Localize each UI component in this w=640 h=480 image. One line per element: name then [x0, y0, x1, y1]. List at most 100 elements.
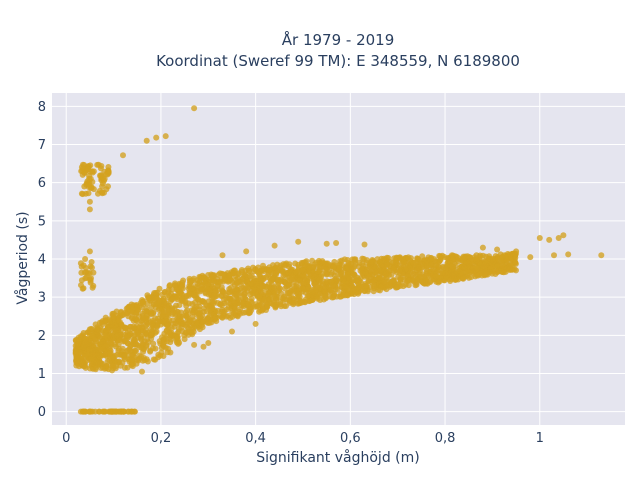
scatter-point — [210, 300, 217, 307]
scatter-point — [148, 310, 155, 317]
scatter-point — [328, 278, 335, 285]
scatter-point — [330, 263, 337, 270]
scatter-point — [291, 288, 298, 295]
scatter-point — [261, 296, 268, 303]
scatter-point — [300, 273, 307, 280]
scatter-point — [231, 303, 238, 310]
scatter-point — [278, 266, 285, 273]
scatter-point — [258, 290, 265, 297]
y-tick-label: 4 — [38, 253, 46, 268]
scatter-point — [256, 271, 263, 278]
scatter-point — [400, 283, 407, 290]
scatter-point — [229, 308, 236, 315]
scatter-point — [361, 241, 368, 248]
scatter-point — [337, 271, 344, 278]
scatter-point — [97, 165, 104, 172]
scatter-point — [251, 268, 258, 275]
scatter-point — [229, 313, 236, 320]
x-axis-title: Signifikant våghöjd (m) — [256, 449, 419, 466]
scatter-point — [191, 307, 198, 314]
scatter-point — [479, 244, 486, 251]
scatter-point — [203, 277, 210, 284]
scatter-point — [396, 254, 403, 261]
scatter-point — [82, 339, 89, 346]
scatter-point — [127, 342, 134, 349]
scatter-point — [228, 284, 234, 291]
scatter-point — [87, 365, 94, 372]
scatter-point — [87, 332, 93, 339]
scatter-point — [164, 321, 171, 328]
scatter-point — [99, 189, 105, 196]
scatter-point — [143, 137, 150, 144]
scatter-point — [251, 281, 258, 287]
scatter-point — [109, 310, 116, 317]
scatter-point — [455, 255, 462, 261]
scatter-point — [376, 275, 383, 282]
scatter-point — [260, 306, 266, 313]
scatter-point — [140, 315, 147, 322]
scatter-point — [281, 303, 288, 309]
y-tick-label: 7 — [38, 138, 46, 153]
scatter-point — [465, 274, 472, 281]
scatter-point — [162, 133, 169, 140]
scatter-point — [383, 262, 390, 269]
scatter-point — [145, 294, 152, 301]
scatter-point — [232, 287, 239, 294]
scatter-point — [188, 278, 195, 285]
scatter-point — [406, 277, 413, 284]
scatter-point — [212, 287, 219, 294]
scatter-point — [211, 278, 217, 285]
scatter-point — [482, 269, 489, 275]
scatter-point — [469, 268, 476, 275]
scatter-point — [311, 280, 318, 287]
scatter-point — [256, 280, 263, 287]
scatter-point — [259, 284, 266, 291]
scatter-point — [186, 316, 193, 323]
scatter-point — [122, 325, 129, 332]
scatter-point — [512, 259, 519, 266]
scatter-point — [173, 286, 180, 293]
scatter-point — [169, 317, 176, 324]
scatter-point — [449, 263, 456, 270]
scatter-point — [101, 332, 108, 339]
scatter-point — [136, 355, 143, 362]
scatter-point — [82, 363, 88, 370]
scatter-point — [205, 340, 212, 346]
scatter-point — [390, 265, 397, 272]
scatter-point — [208, 319, 215, 326]
scatter-point — [442, 270, 449, 277]
scatter-point — [362, 281, 369, 287]
scatter-point — [122, 309, 128, 316]
scatter-point — [103, 338, 110, 345]
scatter-point — [371, 263, 378, 270]
scatter-point — [513, 248, 520, 255]
scatter-points — [72, 105, 605, 415]
scatter-point — [170, 332, 177, 339]
scatter-point — [312, 261, 318, 268]
scatter-point — [105, 170, 112, 177]
scatter-point — [156, 305, 163, 312]
scatter-point — [355, 288, 362, 295]
scatter-point — [383, 279, 390, 285]
scatter-point — [424, 258, 431, 264]
y-tick-label: 6 — [38, 176, 46, 191]
scatter-point — [258, 301, 265, 308]
scatter-point — [598, 252, 605, 259]
scatter-point — [78, 269, 85, 276]
scatter-point — [546, 236, 553, 243]
scatter-point — [79, 191, 86, 198]
scatter-point — [430, 271, 437, 277]
scatter-point — [190, 291, 197, 298]
scatter-point — [160, 343, 167, 350]
scatter-point — [150, 340, 157, 347]
scatter-point — [397, 275, 404, 282]
scatter-point — [266, 266, 273, 273]
scatter-point — [304, 293, 311, 300]
scatter-point — [205, 303, 212, 310]
scatter-point — [78, 277, 85, 284]
scatter-point — [97, 352, 104, 359]
scatter-point — [323, 240, 330, 247]
scatter-point — [108, 340, 115, 347]
scatter-point — [86, 198, 93, 205]
scatter-point — [211, 311, 217, 318]
